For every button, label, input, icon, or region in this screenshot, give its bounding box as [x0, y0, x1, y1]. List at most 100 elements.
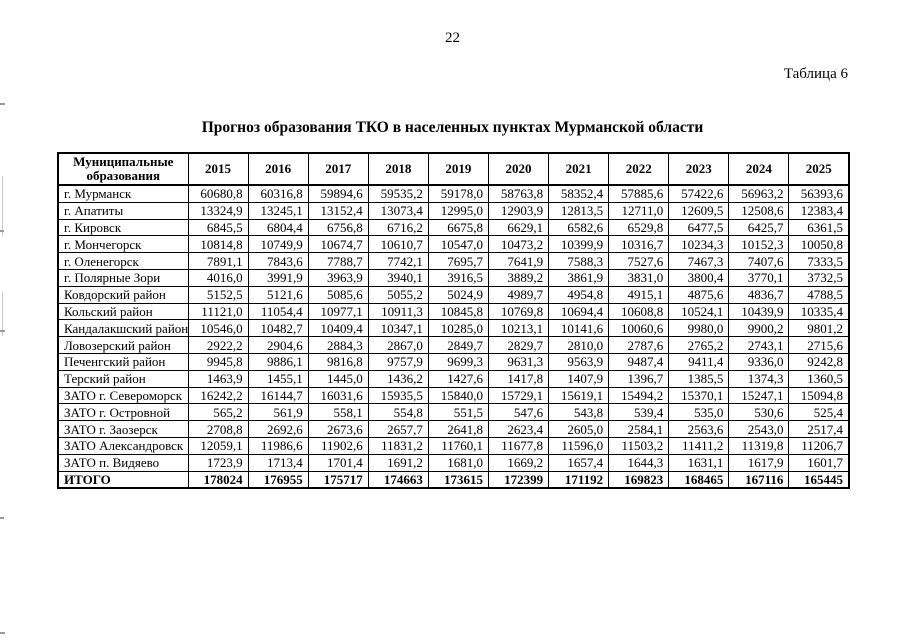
value-cell: 4875,6	[668, 285, 730, 304]
value-cell: 10749,9	[247, 235, 309, 254]
value-cell: 10482,7	[247, 319, 309, 338]
value-cell: 11596,0	[548, 436, 610, 455]
value-cell: 2623,4	[487, 420, 550, 438]
value-cell: 165445	[788, 470, 850, 489]
municipality-name: ЗАТО г. Островной	[57, 403, 189, 422]
value-cell: 1669,2	[487, 453, 550, 472]
value-cell: 3940,1	[367, 268, 429, 287]
municipality-name: г. Кировск	[57, 218, 189, 237]
value-cell: 10674,7	[307, 235, 369, 254]
value-cell: 3991,9	[247, 268, 309, 287]
value-cell: 2904,6	[247, 336, 309, 354]
value-cell: 6845,5	[187, 218, 249, 237]
value-cell: 565,2	[187, 403, 249, 422]
header-year: 2025	[788, 152, 850, 186]
municipality-name: ЗАТО п. Видяево	[57, 453, 189, 472]
value-cell: 15840,0	[427, 386, 489, 405]
value-cell: 2641,8	[427, 420, 489, 438]
value-cell: 16144,7	[247, 386, 309, 405]
table-body: г. Мурманск 60680,8 60316,8 59894,6 59535,2 5…	[57, 184, 850, 489]
header-municipalities: Муниципальные образования	[57, 152, 189, 186]
value-cell: 9336,0	[728, 352, 790, 371]
value-cell: 10546,0	[187, 319, 249, 338]
value-cell: 1681,0	[427, 453, 489, 472]
value-cell: 16242,2	[187, 386, 249, 405]
table-row: Терский район 1463,9 1455,1 1445,0 1436,2 142…	[57, 369, 850, 388]
value-cell: 4915,1	[608, 285, 670, 304]
value-cell: 2829,7	[487, 336, 550, 354]
value-cell: 6804,4	[247, 218, 309, 237]
value-cell: 2743,1	[728, 336, 790, 354]
value-cell: 5152,5	[187, 285, 249, 304]
value-cell: 10845,8	[427, 302, 489, 321]
value-cell: 12383,4	[788, 201, 850, 220]
value-cell: 7843,6	[247, 252, 309, 270]
value-cell: 171192	[548, 470, 610, 489]
value-cell: 9900,2	[728, 319, 790, 338]
value-cell: 6361,5	[788, 218, 850, 237]
value-cell: 56963,2	[728, 184, 790, 203]
header-year: 2016	[247, 152, 309, 186]
municipality-name: ЗАТО г. Заозерск	[57, 420, 189, 438]
value-cell: 5055,2	[367, 285, 429, 304]
scan-artifact	[0, 330, 5, 332]
municipality-name: г. Мончегорск	[57, 235, 189, 254]
municipality-name: ЗАТО г. Североморск	[57, 386, 189, 405]
page-number: 22	[445, 30, 460, 46]
value-cell: 530,6	[728, 403, 790, 422]
value-cell: 12995,0	[427, 201, 489, 220]
municipality-name: г. Мурманск	[57, 184, 189, 203]
value-cell: 561,9	[247, 403, 309, 422]
value-cell: 10547,0	[427, 235, 489, 254]
value-cell: 12903,9	[487, 201, 550, 220]
value-cell: 6477,5	[668, 218, 730, 237]
value-cell: 9242,8	[788, 352, 850, 371]
value-cell: 1417,8	[487, 369, 550, 388]
value-cell: 2708,8	[187, 420, 249, 438]
table-row: г. Мурманск 60680,8 60316,8 59894,6 59535,2 5…	[57, 184, 850, 203]
value-cell: 6425,7	[728, 218, 790, 237]
value-cell: 13152,4	[307, 201, 369, 220]
value-cell: 1463,9	[187, 369, 249, 388]
value-cell: 3916,5	[427, 268, 489, 287]
value-cell: 1601,7	[788, 453, 850, 472]
value-cell: 57885,6	[608, 184, 670, 203]
value-cell: 15494,2	[608, 386, 670, 405]
table-row: г. Мончегорск 10814,8 10749,9 10674,7 10610,…	[57, 235, 850, 254]
value-cell: 9631,3	[487, 352, 550, 371]
value-cell: 13245,1	[247, 201, 309, 220]
value-cell: 543,8	[548, 403, 610, 422]
value-cell: 1657,4	[548, 453, 610, 472]
value-cell: 10152,3	[728, 235, 790, 254]
value-cell: 10911,3	[367, 302, 429, 321]
table-row: Печенгский район 9945,8 9886,1 9816,8 9757,9…	[57, 352, 850, 371]
value-cell: 10335,4	[788, 302, 850, 321]
table-row: ЗАТО п. Видяево 1723,9 1713,4 1701,4 1691,2 1…	[57, 453, 850, 472]
municipality-name: Ковдорский район	[57, 285, 189, 304]
value-cell: 11054,4	[247, 302, 309, 321]
value-cell: 6529,8	[608, 218, 670, 237]
scan-artifact	[0, 632, 5, 634]
value-cell: 11831,2	[367, 436, 429, 455]
value-cell: 60680,8	[187, 184, 249, 203]
value-cell: 4788,5	[788, 285, 850, 304]
value-cell: 7742,1	[367, 252, 429, 270]
value-cell: 2884,3	[307, 336, 369, 354]
header-year: 2020	[487, 152, 550, 186]
value-cell: 12711,0	[608, 201, 670, 220]
value-cell: 7588,3	[548, 252, 610, 270]
value-cell: 547,6	[487, 403, 550, 422]
value-cell: 7891,1	[187, 252, 249, 270]
value-cell: 5121,6	[247, 285, 309, 304]
value-cell: 15247,1	[728, 386, 790, 405]
municipality-name: ЗАТО Александровск	[57, 436, 189, 455]
scan-artifact	[2, 292, 3, 336]
value-cell: 10814,8	[187, 235, 249, 254]
header-year: 2023	[668, 152, 730, 186]
value-cell: 11206,7	[788, 436, 850, 455]
value-cell: 1385,5	[668, 369, 730, 388]
value-cell: 551,5	[427, 403, 489, 422]
value-cell: 1723,9	[187, 453, 249, 472]
value-cell: 3963,9	[307, 268, 369, 287]
value-cell: 2715,6	[788, 336, 850, 354]
